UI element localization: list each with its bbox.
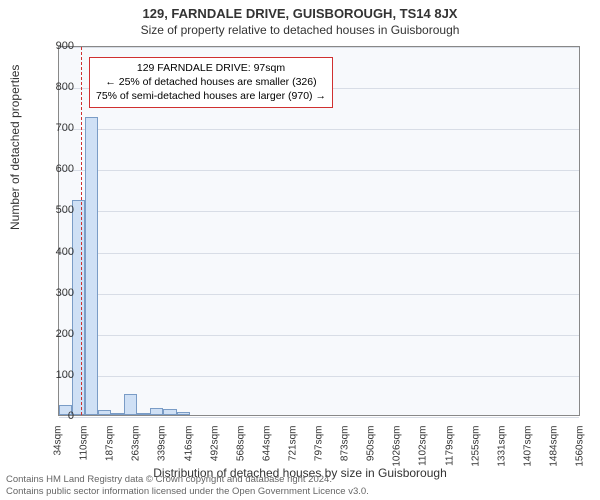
footer-line-2: Contains public sector information licen…: [6, 486, 369, 498]
histogram-bar: [163, 409, 176, 415]
y-tick-label: 900: [44, 40, 74, 52]
x-tick-label: 1407sqm: [522, 426, 533, 472]
histogram-bar: [150, 408, 163, 415]
y-tick-label: 300: [44, 287, 74, 299]
gridline: [59, 417, 579, 418]
gridline: [59, 294, 579, 295]
histogram-bar: [137, 413, 150, 415]
histogram-bar: [72, 200, 85, 415]
footer-attribution: Contains HM Land Registry data © Crown c…: [6, 474, 369, 498]
y-tick-label: 500: [44, 204, 74, 216]
x-tick-label: 1179sqm: [444, 426, 455, 472]
y-tick-label: 100: [44, 369, 74, 381]
histogram-bar: [124, 394, 137, 415]
histogram-bar: [85, 117, 98, 415]
x-tick-label: 950sqm: [366, 426, 377, 472]
x-tick-label: 187sqm: [105, 426, 116, 472]
gridline: [59, 170, 579, 171]
x-tick-label: 1026sqm: [392, 426, 403, 472]
x-tick-label: 797sqm: [314, 426, 325, 472]
y-tick-label: 800: [44, 81, 74, 93]
y-tick-label: 600: [44, 163, 74, 175]
histogram-bar: [111, 413, 124, 415]
page-subtitle: Size of property relative to detached ho…: [0, 23, 600, 37]
x-tick-label: 1102sqm: [418, 426, 429, 472]
x-tick-label: 110sqm: [78, 426, 89, 472]
gridline: [59, 211, 579, 212]
footer-line-1: Contains HM Land Registry data © Crown c…: [6, 474, 369, 486]
y-axis-label: Number of detached properties: [8, 65, 22, 230]
x-tick-label: 492sqm: [209, 426, 220, 472]
y-tick-label: 200: [44, 328, 74, 340]
annotation-line: ← 25% of detached houses are smaller (32…: [96, 75, 326, 89]
x-tick-label: 644sqm: [261, 426, 272, 472]
reference-line: [81, 47, 82, 415]
y-tick-label: 0: [44, 410, 74, 422]
y-tick-label: 400: [44, 246, 74, 258]
x-tick-label: 568sqm: [235, 426, 246, 472]
annotation-line: 75% of semi-detached houses are larger (…: [96, 89, 326, 103]
y-tick-label: 700: [44, 122, 74, 134]
gridline: [59, 376, 579, 377]
annotation-line: 129 FARNDALE DRIVE: 97sqm: [96, 61, 326, 75]
x-tick-label: 416sqm: [183, 426, 194, 472]
histogram-bar: [98, 410, 111, 415]
x-tick-label: 1484sqm: [549, 426, 560, 472]
page-title: 129, FARNDALE DRIVE, GUISBOROUGH, TS14 8…: [0, 6, 600, 21]
chart-plot-area: 129 FARNDALE DRIVE: 97sqm← 25% of detach…: [58, 46, 580, 416]
x-tick-label: 1560sqm: [575, 426, 586, 472]
annotation-box: 129 FARNDALE DRIVE: 97sqm← 25% of detach…: [89, 57, 333, 108]
x-tick-label: 34sqm: [53, 426, 64, 472]
gridline: [59, 253, 579, 254]
x-tick-label: 1331sqm: [496, 426, 507, 472]
x-tick-label: 721sqm: [288, 426, 299, 472]
gridline: [59, 47, 579, 48]
x-tick-label: 873sqm: [339, 426, 350, 472]
gridline: [59, 129, 579, 130]
gridline: [59, 335, 579, 336]
x-tick-label: 1255sqm: [470, 426, 481, 472]
x-tick-label: 263sqm: [131, 426, 142, 472]
histogram-bar: [177, 412, 190, 415]
x-tick-label: 339sqm: [157, 426, 168, 472]
